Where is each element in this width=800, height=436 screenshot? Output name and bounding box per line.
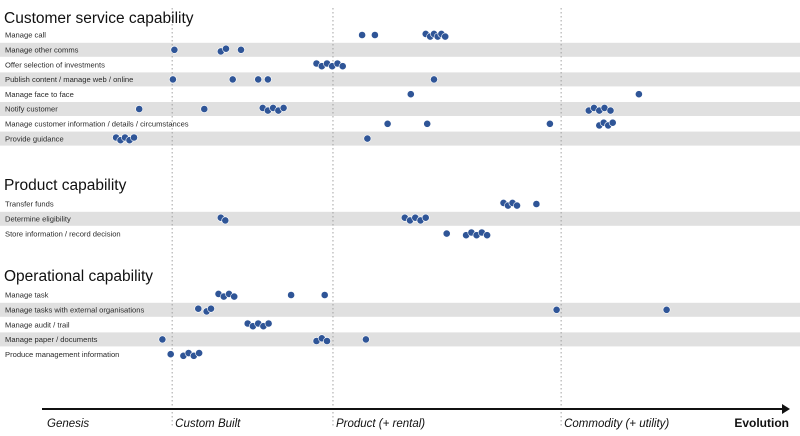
row-label: Manage other comms [5, 46, 79, 55]
row-label: Determine eligibility [5, 215, 71, 224]
data-point [635, 90, 643, 99]
data-point [158, 335, 167, 344]
data-point [358, 31, 366, 39]
row-band [0, 102, 800, 116]
data-point [383, 119, 392, 128]
row-label: Notify customer [5, 105, 58, 114]
stage-label: Custom Built [175, 418, 241, 430]
data-point [421, 213, 430, 222]
data-point [228, 75, 237, 84]
row-band [0, 72, 800, 87]
data-point [606, 106, 615, 115]
data-point [287, 291, 295, 299]
data-point [552, 305, 561, 314]
row-labels: Manage call Manage other comms Offer selec… [5, 31, 189, 359]
data-point [194, 304, 203, 313]
row-label: Offer selection of investments [5, 60, 105, 69]
axis-arrowhead [782, 404, 790, 414]
data-point [483, 231, 491, 240]
row-label: Manage audit / trail [5, 320, 70, 329]
stage-label: Commodity (+ utility) [564, 418, 669, 430]
data-point [207, 304, 215, 313]
section-titles: Customer service capability Product capab… [4, 10, 194, 285]
data-point [130, 133, 138, 142]
row-bands [0, 42, 800, 347]
data-point [513, 201, 521, 210]
data-point [166, 350, 175, 359]
data-point [441, 32, 450, 41]
data-point [546, 119, 554, 128]
data-point [222, 44, 230, 53]
data-point [170, 45, 179, 54]
row-label: Produce management information [5, 350, 119, 359]
row-label: Manage tasks with external organisations [5, 306, 144, 315]
data-point [254, 75, 263, 84]
data-point [338, 62, 347, 71]
stage-label: Product (+ rental) [336, 418, 425, 430]
row-label: Manage call [5, 31, 46, 40]
data-point [168, 75, 177, 84]
data-point [442, 229, 451, 238]
data-point [662, 305, 671, 314]
data-point [361, 335, 370, 344]
row-label: Manage task [5, 291, 49, 300]
row-label: Provide guidance [5, 134, 64, 143]
data-point [195, 349, 203, 357]
row-label: Manage face to face [5, 90, 74, 99]
data-point [423, 119, 432, 128]
data-point [430, 75, 438, 84]
section-title: Product capability [4, 177, 127, 194]
row-band [0, 131, 800, 146]
row-label: Publish content / manage web / online [5, 75, 133, 84]
row-label: Store information / record decision [5, 229, 121, 238]
data-point [237, 45, 245, 54]
data-point [221, 216, 230, 225]
data-point [320, 291, 329, 299]
row-label: Manage customer information / details / … [5, 120, 189, 129]
section-title: Operational capability [4, 268, 153, 285]
data-point [608, 118, 617, 127]
section-title: Customer service capability [4, 10, 194, 27]
row-band [0, 332, 800, 347]
row-band [0, 211, 800, 226]
data-point [264, 319, 273, 328]
data-point [230, 292, 239, 301]
data-point [279, 104, 288, 112]
data-point [370, 31, 379, 39]
row-label: Transfer funds [5, 200, 54, 209]
data-point [263, 75, 272, 84]
axis-title: Evolution [734, 416, 789, 430]
data-points [112, 30, 671, 360]
data-point [323, 337, 331, 345]
row-band [0, 42, 800, 57]
data-point [532, 200, 541, 208]
data-point [406, 90, 415, 99]
evolution-axis: Genesis Custom Built Product (+ rental) Com… [42, 404, 790, 430]
data-point [363, 134, 372, 143]
row-label: Manage paper / documents [5, 335, 98, 344]
data-point [200, 105, 209, 113]
data-point [135, 105, 144, 113]
stage-label: Genesis [47, 418, 89, 430]
